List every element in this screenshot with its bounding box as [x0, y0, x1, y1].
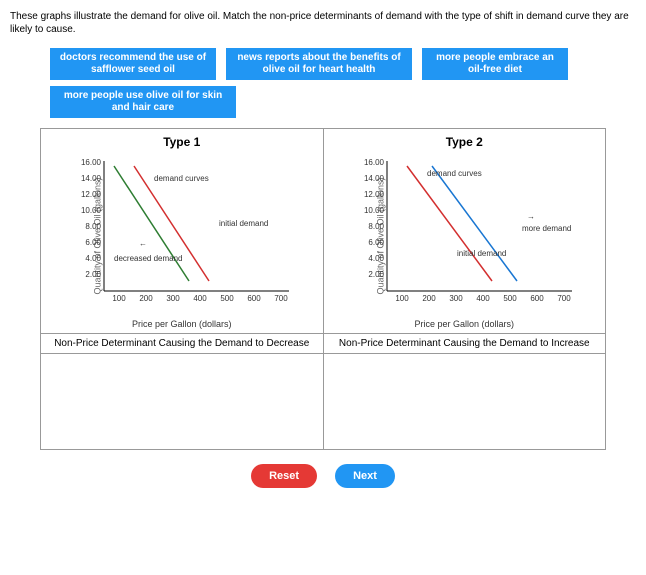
svg-text:16.00: 16.00	[363, 158, 384, 167]
svg-text:6.00: 6.00	[368, 238, 384, 247]
next-button[interactable]: Next	[335, 464, 395, 488]
svg-text:100: 100	[395, 294, 409, 303]
instruction-text: These graphs illustrate the demand for o…	[10, 10, 636, 36]
svg-text:demand curves: demand curves	[427, 169, 482, 178]
svg-text:500: 500	[503, 294, 517, 303]
svg-text:10.00: 10.00	[81, 206, 102, 215]
chart1-drop-header: Non-Price Determinant Causing the Demand…	[41, 333, 323, 353]
charts-container: Type 1 Quantity of Olive Oil (gallons) 1…	[40, 128, 606, 450]
svg-text:16.00: 16.00	[81, 158, 102, 167]
chart2-drop-header: Non-Price Determinant Causing the Demand…	[324, 333, 606, 353]
chart2-title: Type 2	[324, 129, 606, 151]
svg-text:100: 100	[112, 294, 126, 303]
chart1-title: Type 1	[41, 129, 323, 151]
drag-safflower[interactable]: doctors recommend the use of safflower s…	[50, 48, 216, 80]
svg-text:700: 700	[274, 294, 288, 303]
drag-heart-health[interactable]: news reports about the benefits of olive…	[226, 48, 412, 80]
svg-text:200: 200	[422, 294, 436, 303]
svg-text:12.00: 12.00	[81, 190, 102, 199]
chart-type1: Type 1 Quantity of Olive Oil (gallons) 1…	[41, 129, 324, 449]
svg-text:8.00: 8.00	[85, 222, 101, 231]
drag-skin-hair[interactable]: more people use olive oil for skin and h…	[50, 86, 236, 118]
svg-text:initial demand: initial demand	[219, 219, 268, 228]
svg-text:8.00: 8.00	[368, 222, 384, 231]
drag-oil-free[interactable]: more people embrace an oil-free diet	[422, 48, 568, 80]
chart2-svg: 16.00 14.00 12.00 10.00 8.00 6.00 4.00 2…	[352, 151, 592, 311]
svg-text:600: 600	[247, 294, 261, 303]
svg-text:14.00: 14.00	[363, 174, 384, 183]
svg-text:500: 500	[220, 294, 234, 303]
button-row: Reset Next	[10, 464, 636, 488]
svg-text:2.00: 2.00	[368, 270, 384, 279]
svg-text:300: 300	[449, 294, 463, 303]
svg-text:demand curves: demand curves	[154, 174, 209, 183]
svg-text:2.00: 2.00	[85, 270, 101, 279]
svg-text:700: 700	[557, 294, 571, 303]
svg-text:4.00: 4.00	[85, 254, 101, 263]
reset-button[interactable]: Reset	[251, 464, 317, 488]
svg-text:→: →	[527, 212, 535, 221]
draggable-container: doctors recommend the use of safflower s…	[50, 48, 636, 118]
chart1-drop-zone[interactable]	[41, 353, 323, 449]
svg-text:initial demand: initial demand	[457, 249, 506, 258]
svg-text:decreased demand: decreased demand	[114, 254, 183, 263]
svg-text:400: 400	[193, 294, 207, 303]
svg-text:10.00: 10.00	[363, 206, 384, 215]
chart-type2: Type 2 Quantity of Olive Oil (gallons) 1…	[324, 129, 606, 449]
svg-text:more demand: more demand	[522, 224, 571, 233]
svg-text:4.00: 4.00	[368, 254, 384, 263]
svg-text:200: 200	[139, 294, 153, 303]
svg-text:12.00: 12.00	[363, 190, 384, 199]
chart2-drop-zone[interactable]	[324, 353, 606, 449]
svg-text:14.00: 14.00	[81, 174, 102, 183]
svg-text:6.00: 6.00	[85, 238, 101, 247]
svg-text:←: ←	[139, 239, 147, 248]
svg-text:600: 600	[530, 294, 544, 303]
svg-text:300: 300	[166, 294, 180, 303]
svg-text:400: 400	[476, 294, 490, 303]
chart1-svg: 16.00 14.00 12.00 10.00 8.00 6.00 4.00 2…	[69, 151, 309, 311]
